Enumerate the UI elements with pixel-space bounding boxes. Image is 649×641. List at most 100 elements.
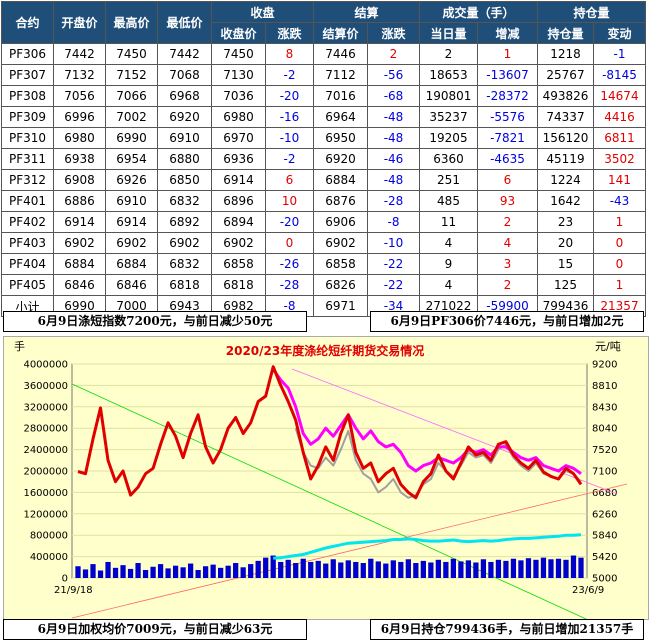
table-row: PF312 6908 6926 6850 6914 6 6884 -48 251 6 1224 141 bbox=[1, 169, 646, 191]
volume-bar bbox=[180, 567, 186, 578]
table-row: PF309 6996 7002 6920 6980 -16 6964 -48 35237 -557… bbox=[1, 106, 646, 128]
volume-bar bbox=[300, 558, 306, 578]
volume-bar bbox=[435, 559, 441, 578]
table-cell: -28372 bbox=[477, 85, 538, 107]
left-tick-label: 2400000 bbox=[23, 445, 68, 456]
table-row: PF404 6884 6884 6832 6858 -26 6858 -22 9 3 15 0 bbox=[1, 253, 646, 275]
table-cell: 251 bbox=[419, 169, 478, 191]
table-cell: 6926 bbox=[105, 169, 158, 191]
table-cell: 6996 bbox=[53, 106, 106, 128]
table-cell: 7056 bbox=[53, 85, 106, 107]
volume-bar bbox=[375, 561, 381, 578]
table-cell: 6910 bbox=[105, 190, 158, 212]
table-subheader-cell: 当日量 bbox=[419, 22, 478, 44]
table-header-cell: 成交量（手） bbox=[419, 1, 538, 23]
table-cell: 485 bbox=[419, 190, 478, 212]
table-cell: -48 bbox=[367, 169, 420, 191]
table-cell: 18653 bbox=[419, 64, 478, 86]
volume-bar bbox=[548, 559, 554, 578]
table-cell: 6811 bbox=[593, 127, 646, 149]
volume-bar bbox=[563, 559, 569, 578]
table-cell: 7066 bbox=[105, 85, 158, 107]
table-cell: 4 bbox=[419, 232, 478, 254]
table-cell: 6906 bbox=[313, 211, 368, 233]
volume-bar bbox=[450, 558, 457, 578]
left-tick-label: 3600000 bbox=[23, 381, 68, 392]
right-tick-label: 8810 bbox=[592, 381, 617, 392]
volume-bar bbox=[210, 564, 216, 578]
banner-weighted-avg: 6月9日加权均价7009元，与前日减少63元 bbox=[3, 619, 307, 640]
table-cell: 9 bbox=[419, 253, 478, 275]
table-cell: 20 bbox=[537, 232, 594, 254]
volume-bar bbox=[202, 566, 209, 578]
volume-bar bbox=[420, 560, 426, 578]
table-subheader-cell: 持仓量 bbox=[537, 22, 594, 44]
table-cell: 141 bbox=[593, 169, 646, 191]
volume-bar bbox=[187, 563, 194, 578]
table-cell: 4416 bbox=[593, 106, 646, 128]
table-cell: 6908 bbox=[53, 169, 106, 191]
volume-bar bbox=[503, 560, 509, 578]
table-cell: 6920 bbox=[313, 148, 368, 170]
table-cell: 6920 bbox=[157, 106, 212, 128]
volume-bar bbox=[278, 561, 284, 578]
table-cell: 6971 bbox=[313, 295, 368, 317]
banner-open-interest: 6月9日持仓799436手，与前日增加21357手 bbox=[370, 619, 644, 640]
table-row: PF310 6980 6990 6910 6970 -10 6950 -48 19205 -782… bbox=[1, 127, 646, 149]
table-subheader-cell: 涨跌 bbox=[367, 22, 420, 44]
table-cell: 6914 bbox=[211, 169, 266, 191]
table-cell: 7130 bbox=[211, 64, 266, 86]
table-cell: 6826 bbox=[313, 274, 368, 296]
table-cell: 125 bbox=[537, 274, 594, 296]
table-cell: 6902 bbox=[53, 232, 106, 254]
volume-bar bbox=[308, 561, 314, 578]
table-subheader-cell: 增减 bbox=[477, 22, 538, 44]
table-cell: 4 bbox=[419, 274, 478, 296]
table-cell: -8 bbox=[367, 211, 420, 233]
table-cell: 15 bbox=[537, 253, 594, 275]
table-cell: 3 bbox=[477, 253, 538, 275]
left-tick-label: 2800000 bbox=[23, 424, 68, 435]
table-cell: PF306 bbox=[1, 43, 54, 65]
left-tick-label: 400000 bbox=[30, 552, 68, 563]
table-cell: 7016 bbox=[313, 85, 368, 107]
table-cell: 6990 bbox=[105, 127, 158, 149]
table-cell: 0 bbox=[265, 232, 314, 254]
trendline bbox=[71, 483, 628, 619]
futures-table: 合约 开盘价 最高价 最低价 收盘 结算 成交量（手） 持仓量 收盘价 涨跌 结算价 涨跌 当日量 增减持… bbox=[1, 1, 646, 317]
table-cell: 1 bbox=[593, 211, 646, 233]
volume-bar bbox=[480, 559, 487, 578]
table-cell: 0 bbox=[593, 232, 646, 254]
volume-bar bbox=[570, 555, 577, 578]
volume-bar bbox=[473, 562, 479, 578]
volume-bar bbox=[172, 565, 179, 578]
table-cell: 6964 bbox=[313, 106, 368, 128]
volume-bar bbox=[150, 566, 156, 578]
right-tick-label: 5000 bbox=[592, 574, 617, 585]
left-tick-label: 0 bbox=[62, 574, 68, 585]
table-cell: -68 bbox=[367, 85, 420, 107]
volume-bar bbox=[240, 567, 246, 578]
table-cell: 6360 bbox=[419, 148, 478, 170]
table-cell: -56 bbox=[367, 64, 420, 86]
table-cell: 1 bbox=[477, 43, 538, 65]
right-tick-label: 7520 bbox=[592, 445, 617, 456]
series-line-cyan bbox=[273, 533, 582, 560]
table-cell: PF312 bbox=[1, 169, 54, 191]
volume-bar bbox=[458, 561, 464, 578]
right-tick-label: 7100 bbox=[592, 467, 617, 478]
table-header-cell: 持仓量 bbox=[537, 1, 646, 23]
volume-bar bbox=[127, 568, 134, 578]
right-tick-label: 8040 bbox=[592, 424, 617, 435]
table-cell: 6902 bbox=[157, 232, 212, 254]
right-tick-label: 6680 bbox=[592, 488, 617, 499]
volume-bar bbox=[578, 557, 584, 578]
table-cell: 4 bbox=[477, 232, 538, 254]
table-cell: 6896 bbox=[211, 190, 266, 212]
table-row: PF308 7056 7066 6968 7036 -20 7016 -68 190801 -28… bbox=[1, 85, 646, 107]
trendline bbox=[71, 383, 598, 625]
volume-bar bbox=[383, 563, 389, 578]
table-subheader-row: 收盘价 涨跌 结算价 涨跌 当日量 增减 持仓量 变动 bbox=[2, 22, 646, 44]
volume-bar bbox=[518, 560, 524, 578]
